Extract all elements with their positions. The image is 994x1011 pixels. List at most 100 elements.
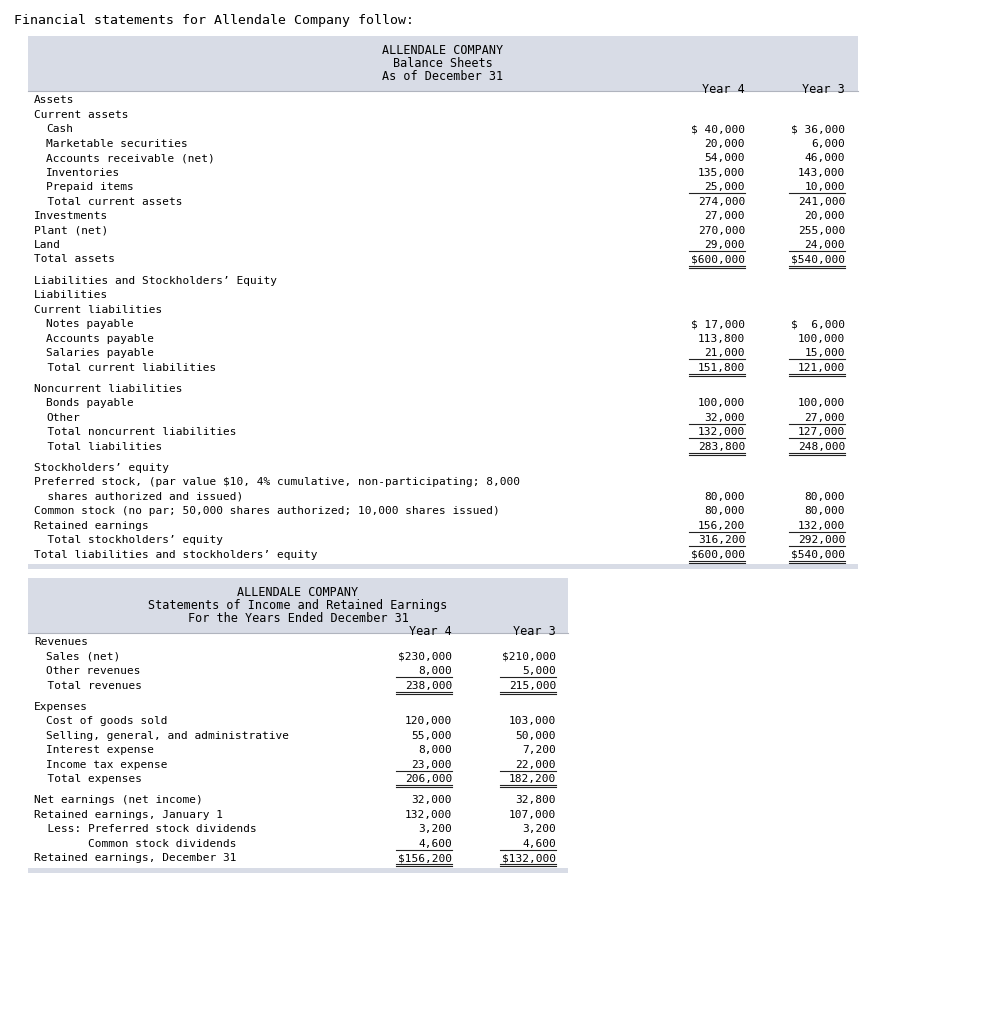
Text: Total revenues: Total revenues xyxy=(34,680,142,690)
Text: 4,600: 4,600 xyxy=(522,838,556,848)
Text: For the Years Ended December 31: For the Years Ended December 31 xyxy=(188,612,409,625)
Text: 8,000: 8,000 xyxy=(418,665,452,675)
Text: 238,000: 238,000 xyxy=(405,680,452,690)
Text: 100,000: 100,000 xyxy=(798,397,845,407)
Text: 32,000: 32,000 xyxy=(412,795,452,805)
Text: ALLENDALE COMPANY: ALLENDALE COMPANY xyxy=(238,585,359,599)
Text: Other: Other xyxy=(46,412,80,423)
Text: 283,800: 283,800 xyxy=(698,441,745,451)
Text: As of December 31: As of December 31 xyxy=(383,70,504,83)
Text: 20,000: 20,000 xyxy=(804,210,845,220)
Text: 132,000: 132,000 xyxy=(798,520,845,530)
Text: Current assets: Current assets xyxy=(34,109,128,119)
Text: 10,000: 10,000 xyxy=(804,182,845,192)
Text: 127,000: 127,000 xyxy=(798,427,845,437)
Text: Liabilities: Liabilities xyxy=(34,290,108,299)
Text: Year 4: Year 4 xyxy=(702,83,745,96)
Text: Total current assets: Total current assets xyxy=(34,196,183,206)
Text: 4,600: 4,600 xyxy=(418,838,452,848)
Text: 132,000: 132,000 xyxy=(698,427,745,437)
Text: 255,000: 255,000 xyxy=(798,225,845,236)
Text: 135,000: 135,000 xyxy=(698,168,745,177)
Text: 292,000: 292,000 xyxy=(798,535,845,545)
Text: 15,000: 15,000 xyxy=(804,348,845,358)
Text: Marketable securities: Marketable securities xyxy=(46,139,188,149)
Text: $132,000: $132,000 xyxy=(502,852,556,862)
Text: Noncurrent liabilities: Noncurrent liabilities xyxy=(34,383,183,393)
Text: Interest expense: Interest expense xyxy=(46,744,154,754)
Text: Bonds payable: Bonds payable xyxy=(46,397,134,407)
Text: 54,000: 54,000 xyxy=(705,153,745,163)
Text: 80,000: 80,000 xyxy=(705,506,745,516)
Text: 3,200: 3,200 xyxy=(418,823,452,833)
Text: Common stock (no par; 50,000 shares authorized; 10,000 shares issued): Common stock (no par; 50,000 shares auth… xyxy=(34,506,500,516)
Text: $600,000: $600,000 xyxy=(691,254,745,264)
Text: Total liabilities: Total liabilities xyxy=(34,441,162,451)
Text: Inventories: Inventories xyxy=(46,168,120,177)
Text: Prepaid items: Prepaid items xyxy=(46,182,134,192)
Text: Liabilities and Stockholders’ Equity: Liabilities and Stockholders’ Equity xyxy=(34,275,277,285)
Text: 132,000: 132,000 xyxy=(405,809,452,819)
Text: 151,800: 151,800 xyxy=(698,362,745,372)
Text: 121,000: 121,000 xyxy=(798,362,845,372)
Text: Financial statements for Allendale Company follow:: Financial statements for Allendale Compa… xyxy=(14,14,414,27)
Text: 32,000: 32,000 xyxy=(705,412,745,423)
Text: Notes payable: Notes payable xyxy=(46,318,134,329)
Text: 32,800: 32,800 xyxy=(516,795,556,805)
Text: 55,000: 55,000 xyxy=(412,730,452,740)
Text: 6,000: 6,000 xyxy=(811,139,845,149)
Bar xyxy=(28,37,858,569)
Text: 103,000: 103,000 xyxy=(509,716,556,725)
Text: 274,000: 274,000 xyxy=(698,196,745,206)
Bar xyxy=(28,635,568,872)
Text: Cost of goods sold: Cost of goods sold xyxy=(46,716,168,725)
Text: Salaries payable: Salaries payable xyxy=(46,348,154,358)
Text: 182,200: 182,200 xyxy=(509,773,556,784)
Text: Other revenues: Other revenues xyxy=(46,665,140,675)
Text: 215,000: 215,000 xyxy=(509,680,556,690)
Text: 80,000: 80,000 xyxy=(705,491,745,501)
Text: $156,200: $156,200 xyxy=(398,852,452,862)
Text: 23,000: 23,000 xyxy=(412,759,452,768)
Bar xyxy=(28,578,568,872)
Text: 113,800: 113,800 xyxy=(698,334,745,343)
Text: 50,000: 50,000 xyxy=(516,730,556,740)
Text: $540,000: $540,000 xyxy=(791,254,845,264)
Text: Less: Preferred stock dividends: Less: Preferred stock dividends xyxy=(34,823,256,833)
Text: 3,200: 3,200 xyxy=(522,823,556,833)
Text: 241,000: 241,000 xyxy=(798,196,845,206)
Text: Accounts payable: Accounts payable xyxy=(46,334,154,343)
Text: $230,000: $230,000 xyxy=(398,651,452,661)
Text: 7,200: 7,200 xyxy=(522,744,556,754)
Text: 21,000: 21,000 xyxy=(705,348,745,358)
Text: Year 4: Year 4 xyxy=(410,625,452,638)
Text: Net earnings (net income): Net earnings (net income) xyxy=(34,795,203,805)
Text: $600,000: $600,000 xyxy=(691,549,745,559)
Bar xyxy=(28,564,858,569)
Text: Total noncurrent liabilities: Total noncurrent liabilities xyxy=(34,427,237,437)
Text: $540,000: $540,000 xyxy=(791,549,845,559)
Text: Retained earnings, January 1: Retained earnings, January 1 xyxy=(34,809,223,819)
Text: Revenues: Revenues xyxy=(34,637,88,646)
Text: Year 3: Year 3 xyxy=(802,83,845,96)
Text: Expenses: Expenses xyxy=(34,701,88,711)
Text: 156,200: 156,200 xyxy=(698,520,745,530)
Text: 316,200: 316,200 xyxy=(698,535,745,545)
Text: Statements of Income and Retained Earnings: Statements of Income and Retained Earnin… xyxy=(148,599,447,612)
Text: Sales (net): Sales (net) xyxy=(46,651,120,661)
Text: 100,000: 100,000 xyxy=(698,397,745,407)
Text: Current liabilities: Current liabilities xyxy=(34,304,162,314)
Text: shares authorized and issued): shares authorized and issued) xyxy=(34,491,244,501)
Text: Accounts receivable (net): Accounts receivable (net) xyxy=(46,153,215,163)
Text: 248,000: 248,000 xyxy=(798,441,845,451)
Bar xyxy=(28,93,858,569)
Text: 8,000: 8,000 xyxy=(418,744,452,754)
Text: Retained earnings: Retained earnings xyxy=(34,520,149,530)
Text: $ 36,000: $ 36,000 xyxy=(791,124,845,133)
Text: 24,000: 24,000 xyxy=(804,240,845,250)
Text: Common stock dividends: Common stock dividends xyxy=(34,838,237,848)
Text: Income tax expense: Income tax expense xyxy=(46,759,168,768)
Text: Total current liabilities: Total current liabilities xyxy=(34,362,217,372)
Bar xyxy=(28,37,858,93)
Text: Plant (net): Plant (net) xyxy=(34,225,108,236)
